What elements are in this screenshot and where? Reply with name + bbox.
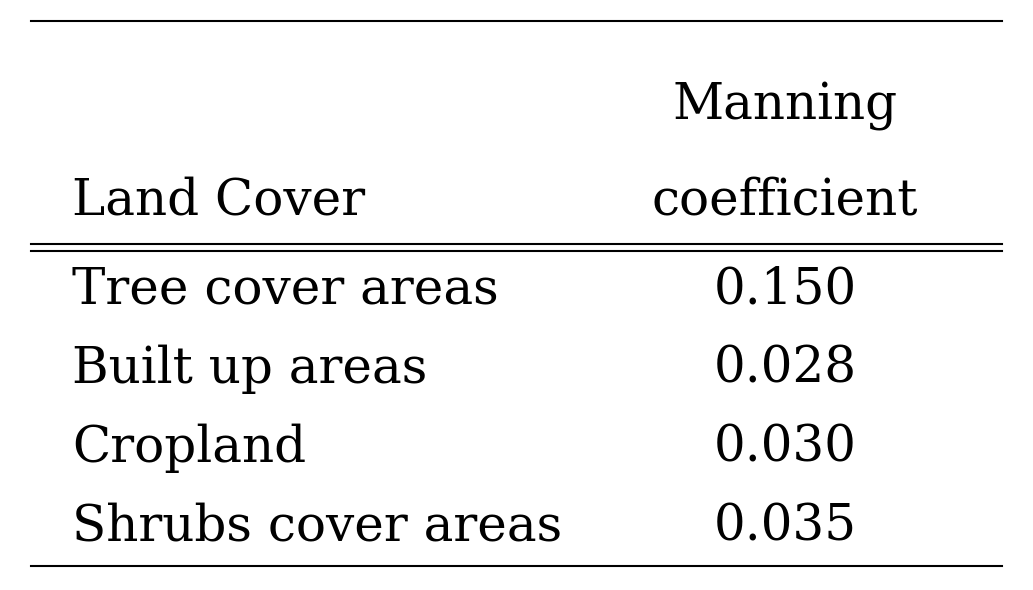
- Text: Shrubs cover areas: Shrubs cover areas: [72, 502, 563, 552]
- Text: 0.150: 0.150: [714, 266, 856, 315]
- Text: 0.028: 0.028: [714, 345, 856, 394]
- Text: Tree cover areas: Tree cover areas: [72, 266, 499, 315]
- Text: coefficient: coefficient: [652, 176, 918, 225]
- Text: 0.030: 0.030: [714, 423, 856, 473]
- Text: Land Cover: Land Cover: [72, 176, 366, 225]
- Text: Manning: Manning: [672, 81, 898, 131]
- Text: Built up areas: Built up areas: [72, 345, 428, 394]
- Text: Cropland: Cropland: [72, 423, 307, 473]
- Text: 0.035: 0.035: [714, 502, 856, 552]
